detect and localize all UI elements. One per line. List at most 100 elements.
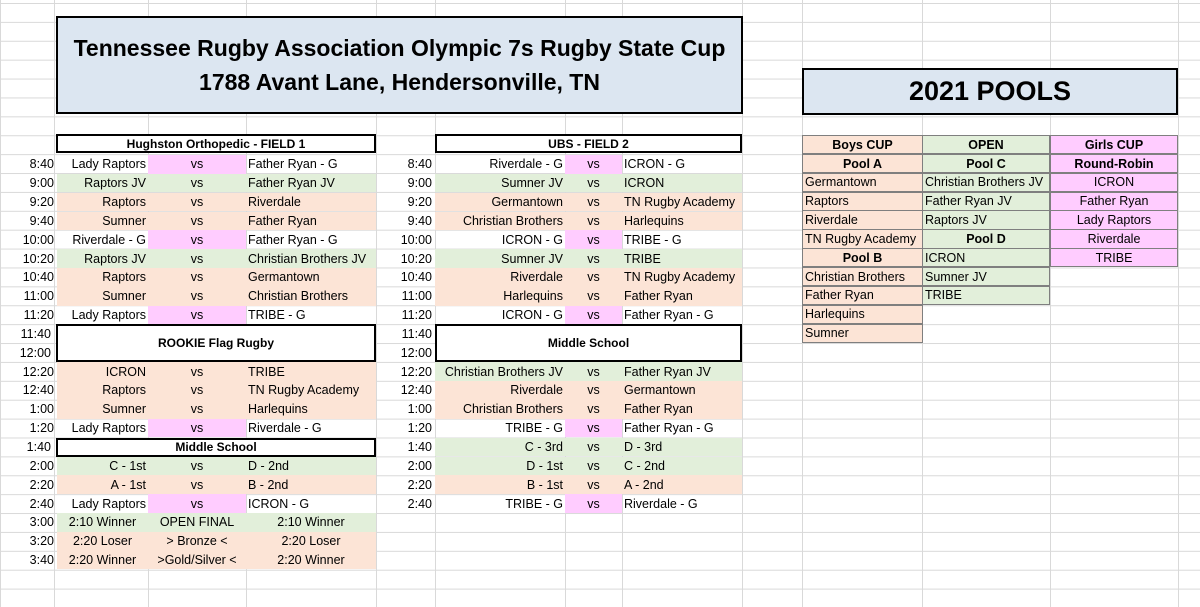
match-time: 2:40 [29, 496, 54, 511]
girls-cup-team: ICRON [1050, 172, 1178, 193]
match-away-team: TRIBE [622, 249, 742, 268]
match-away-team: D - 3rd [622, 437, 742, 457]
match-home-team: Sumner [57, 400, 148, 419]
match-away-team: Father Ryan JV [246, 173, 376, 193]
match-vs: vs [565, 211, 622, 231]
match-home-team: B - 1st [435, 475, 565, 495]
match-vs: vs [565, 305, 622, 325]
match-home-team: ICRON - G [501, 308, 563, 323]
match-home-team: Lady Raptors [71, 308, 146, 323]
match-home-team: Lady Raptors [71, 421, 146, 436]
match-home-team: Sumner [57, 211, 148, 231]
grid-col-line [1178, 0, 1179, 607]
match-away-team: Christian Brothers JV [246, 249, 376, 268]
match-time: 12:40 [22, 383, 54, 398]
pool-a-label: Pool A [802, 153, 923, 174]
break-time: 12:00 [19, 345, 51, 360]
match-home-team: Christian Brothers [435, 211, 565, 231]
match-away-team: Father Ryan - G [248, 232, 338, 247]
pool-a-team: Riverdale [802, 210, 923, 230]
match-time: 12:20 [400, 364, 432, 379]
match-vs: vs [148, 400, 246, 419]
match-home-team: Sumner JV [435, 249, 565, 268]
match-away-team: Father Ryan - G [624, 308, 714, 323]
match-vs: vs [565, 437, 622, 457]
match-home-team: Raptors [57, 381, 148, 400]
match-time: 11:20 [401, 308, 432, 323]
match-vs: vs [148, 456, 246, 476]
match-vs: vs [565, 155, 622, 174]
match-time: 2:00 [29, 458, 54, 473]
event-title-box: Tennessee Rugby Association Olympic 7s R… [56, 16, 743, 114]
match-time: 9:20 [29, 194, 54, 209]
girls-cup-team: TRIBE [1050, 248, 1178, 268]
match-away-team: D - 2nd [246, 456, 376, 476]
match-home-team: Harlequins [435, 286, 565, 306]
match-home-team: ICRON [57, 362, 148, 381]
pool-d-team: Sumner JV [922, 266, 1050, 287]
match-vs: vs [148, 230, 246, 249]
grid-col-line [376, 0, 377, 607]
pool-c-team: Father Ryan JV [922, 191, 1050, 211]
match-time: 9:00 [29, 176, 54, 191]
match-vs: vs [148, 494, 246, 513]
match-vs: vs [148, 211, 246, 231]
break-time: 11:40 [401, 326, 432, 341]
match-vs: vs [565, 249, 622, 268]
pool-b-team: Harlequins [802, 304, 923, 324]
match-away-team: Father Ryan - G [624, 421, 714, 436]
match-home-team: Christian Brothers JV [435, 362, 565, 381]
match-home-team: Sumner JV [435, 173, 565, 193]
match-time: 9:40 [407, 213, 432, 228]
match-vs: vs [565, 268, 622, 287]
final-home: 2:20 Loser [57, 532, 148, 551]
final-label: OPEN FINAL [148, 513, 246, 532]
final-label: >Gold/Silver < [148, 550, 246, 570]
pool-c-team: Raptors JV [922, 210, 1050, 230]
match-time: 1:40 [26, 440, 51, 455]
match-vs: vs [148, 362, 246, 381]
match-home-team: Riverdale [435, 268, 565, 287]
match-away-team: A - 2nd [622, 475, 742, 495]
match-vs: vs [565, 286, 622, 306]
match-home-team: Lady Raptors [71, 496, 146, 511]
break-time: 11:40 [20, 326, 51, 341]
match-home-team: Sumner [57, 286, 148, 306]
match-time: 8:40 [407, 157, 432, 172]
match-home-team: Riverdale [435, 381, 565, 400]
event-location: 1788 Avant Lane, Hendersonville, TN [199, 69, 600, 95]
match-away-team: C - 2nd [622, 456, 742, 476]
match-vs: vs [148, 418, 246, 438]
match-time: 1:20 [407, 421, 432, 436]
match-home-team: Raptors JV [57, 173, 148, 193]
match-away-team: Germantown [246, 268, 376, 287]
match-time: 3:20 [29, 534, 54, 549]
match-time: 9:40 [29, 213, 54, 228]
match-vs: vs [565, 494, 622, 513]
match-vs: vs [148, 286, 246, 306]
match-away-team: Father Ryan JV [622, 362, 742, 381]
pool-b-team: Sumner [802, 323, 923, 343]
match-time: 1:00 [407, 402, 432, 417]
middle-school-section: Middle School [56, 437, 376, 457]
match-home-team: ICRON - G [501, 232, 563, 247]
match-time: 9:00 [407, 176, 432, 191]
match-home-team: Riverdale - G [72, 232, 146, 247]
match-time: 2:40 [407, 496, 432, 511]
pool-a-team: Germantown [802, 172, 923, 193]
match-away-team: TN Rugby Academy [246, 381, 376, 400]
girls-cup-team: Father Ryan [1050, 191, 1178, 211]
match-away-team: B - 2nd [246, 475, 376, 495]
match-home-team: D - 1st [435, 456, 565, 476]
pool-c-label: Pool C [922, 153, 1050, 174]
pool-b-team: Christian Brothers [802, 266, 923, 287]
match-away-team: Germantown [622, 381, 742, 400]
girls-cup-header: Girls CUP [1050, 135, 1178, 155]
match-away-team: TRIBE - G [248, 308, 306, 323]
match-vs: vs [565, 381, 622, 400]
match-home-team: C - 3rd [435, 437, 565, 457]
match-time: 1:40 [407, 440, 432, 455]
match-time: 12:20 [22, 364, 54, 379]
match-vs: vs [148, 192, 246, 212]
match-vs: vs [565, 192, 622, 212]
